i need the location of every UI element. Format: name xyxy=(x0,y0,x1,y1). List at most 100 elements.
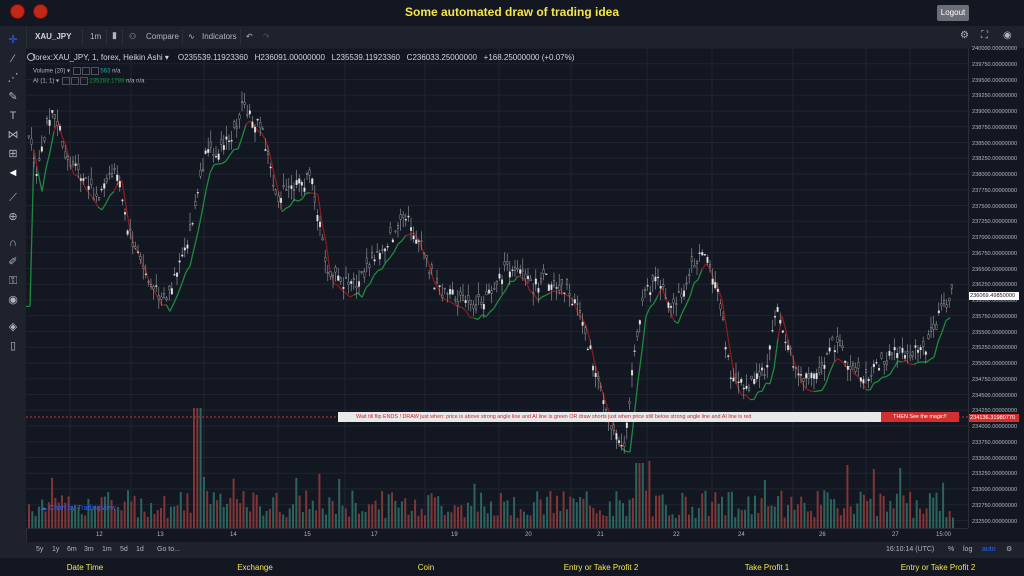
footer-entry-tp2-right[interactable]: Entry or Take Profit 2 xyxy=(900,563,976,572)
candle-body xyxy=(287,185,290,188)
range-5y[interactable]: 5y xyxy=(36,546,44,553)
eye-icon[interactable] xyxy=(72,67,81,75)
eye-icon[interactable]: ◉ xyxy=(8,294,18,306)
lock-icon[interactable]: ✐ xyxy=(8,256,18,268)
symbol-search[interactable]: XAU_JPY xyxy=(35,32,72,41)
ai-line-segment xyxy=(761,382,767,392)
volume-bar xyxy=(94,505,96,528)
settings-icon[interactable]: ⚙ xyxy=(1006,546,1013,553)
footer-coin[interactable]: Coin xyxy=(417,563,435,572)
range-5d[interactable]: 5d xyxy=(120,546,128,553)
volume-bar xyxy=(608,501,611,528)
settings-icon[interactable] xyxy=(70,77,79,85)
volume-bar xyxy=(605,516,608,528)
settings-icon[interactable]: ⚙ xyxy=(960,30,969,41)
magnet-icon[interactable]: ∩ xyxy=(9,237,17,249)
camera-icon[interactable]: ◉ xyxy=(1003,30,1012,41)
candle-body xyxy=(241,101,244,103)
ai-line-segment xyxy=(757,390,763,393)
crosshair-icon[interactable]: ✛ xyxy=(8,34,18,46)
volume-bar xyxy=(344,508,347,528)
candle-body xyxy=(269,166,272,169)
volume-bar xyxy=(490,501,492,528)
chart-area[interactable] xyxy=(25,47,968,528)
volume-bar xyxy=(262,515,265,528)
ai-line-segment xyxy=(661,287,667,300)
measure-icon[interactable]: ⊞ xyxy=(8,148,18,160)
ai-line-segment xyxy=(497,294,503,302)
candle-body xyxy=(802,378,805,382)
percent-toggle[interactable]: % xyxy=(948,546,955,553)
brush-icon[interactable]: ✎ xyxy=(8,91,18,103)
range-6m[interactable]: 6m xyxy=(67,546,77,553)
candle-body xyxy=(386,246,389,248)
zoom-icon[interactable]: ⊕ xyxy=(8,211,18,223)
footer-exchange[interactable]: Exchange xyxy=(237,563,273,572)
back-arrow-icon[interactable]: ◄ xyxy=(7,167,19,179)
volume-bar xyxy=(397,507,400,528)
layers-icon[interactable]: ◈ xyxy=(8,321,18,333)
redo-icon[interactable]: ↷ xyxy=(263,32,270,41)
fib-icon[interactable]: ⋰ xyxy=(7,72,19,84)
trash-icon[interactable]: ▯ xyxy=(9,340,17,352)
candle-body xyxy=(121,199,124,202)
compare-button[interactable]: Compare xyxy=(146,32,179,41)
candle-body xyxy=(313,195,316,203)
log-toggle[interactable]: log xyxy=(963,546,973,553)
text-icon[interactable]: T xyxy=(9,110,17,122)
volume-indicator-legend[interactable]: Volume (20) ▾ 563 n/a xyxy=(33,67,121,75)
ai-line-segment xyxy=(777,315,783,339)
price-tick-label: 239750.00000000 xyxy=(972,61,1018,68)
candle-body xyxy=(290,185,293,189)
volume-bar xyxy=(127,490,129,528)
volume-bar xyxy=(546,496,549,528)
candle-body xyxy=(885,360,888,365)
tradingview-watermark[interactable]: ☁ Chart by TradingView xyxy=(40,505,116,512)
volume-bar xyxy=(579,496,582,528)
candle-body xyxy=(534,278,537,285)
volume-bar xyxy=(780,490,783,528)
time-tick-label: 20 xyxy=(525,532,532,538)
indicators-button[interactable]: Indicators xyxy=(202,32,237,41)
symbol-line[interactable]: forex:XAU_JPY, 1, forex, Heikin Ashi xyxy=(33,53,163,62)
fullscreen-icon[interactable]: ⛶ xyxy=(981,30,988,41)
candle-body xyxy=(90,178,93,185)
price-tick-label: 240000.00000000 xyxy=(972,46,1018,52)
range-1d[interactable]: 1d xyxy=(136,546,144,553)
close-icon[interactable] xyxy=(90,67,99,75)
chart-type-icon[interactable]: ▮ xyxy=(112,30,117,40)
settings-icon[interactable] xyxy=(81,67,90,75)
volume-bar xyxy=(31,511,34,528)
eye-icon[interactable] xyxy=(61,77,70,85)
range-1y[interactable]: 1y xyxy=(52,546,60,553)
compare-icon[interactable]: ⚇ xyxy=(129,32,137,41)
footer-date-time[interactable]: Date Time xyxy=(66,563,104,572)
ai-line-segment xyxy=(725,324,731,350)
goto-button[interactable]: Go to... xyxy=(157,546,180,553)
candle-body xyxy=(399,214,402,220)
trend-line-icon[interactable]: ⁄ xyxy=(12,53,14,65)
pattern-icon[interactable]: ⋈ xyxy=(7,129,19,141)
volume-bar xyxy=(268,508,271,528)
range-3m[interactable]: 3m xyxy=(84,546,94,553)
footer-entry-tp2[interactable]: Entry or Take Profit 2 xyxy=(563,563,639,572)
time-axis[interactable]: 12 13 14 15 17 19 20 21 22 24 26 27 15:00 xyxy=(26,528,968,543)
lock-icon[interactable]: ⚿ xyxy=(8,275,18,287)
candle-body xyxy=(488,289,491,294)
auto-toggle[interactable]: auto xyxy=(982,546,996,553)
ruler-icon[interactable]: ⟋ xyxy=(9,192,17,204)
undo-icon[interactable]: ↶ xyxy=(246,32,253,41)
logout-button[interactable]: Logout xyxy=(937,5,969,21)
price-axis[interactable]: 240000.00000000 239750.00000000 239500.000… xyxy=(968,46,1024,528)
close-icon[interactable] xyxy=(79,77,88,85)
candle-body xyxy=(943,299,946,304)
price-chart[interactable] xyxy=(25,47,968,528)
range-1m[interactable]: 1m xyxy=(102,546,112,553)
footer-tp1[interactable]: Take Profit 1 xyxy=(744,563,790,572)
volume-bar xyxy=(796,504,799,528)
indicators-icon[interactable]: ∿ xyxy=(188,32,195,41)
interval-button[interactable]: 1m xyxy=(90,32,102,41)
candle-body xyxy=(152,286,155,290)
ai-indicator-legend[interactable]: AI (1, 1) ▾ 235283.1789 n/a n/a xyxy=(33,77,145,85)
ai-line-segment xyxy=(397,240,403,245)
